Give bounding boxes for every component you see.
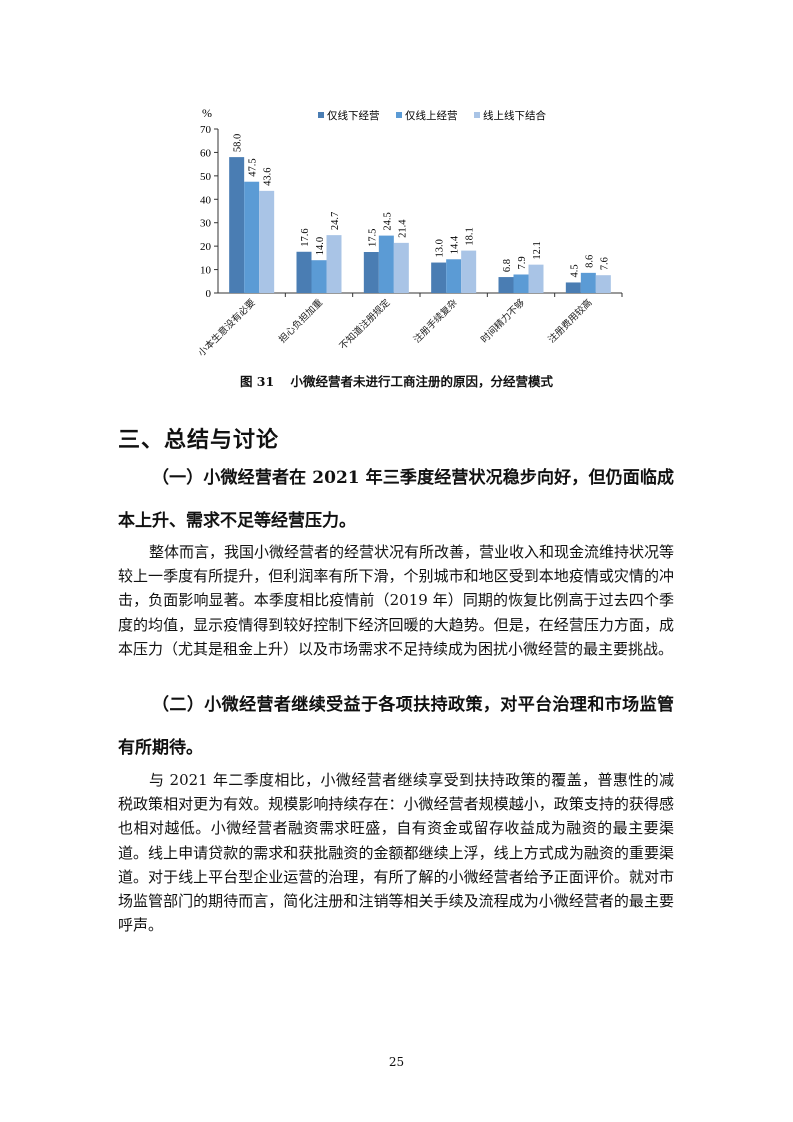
data-label: 4.5 (569, 264, 580, 277)
data-label: 6.8 (502, 259, 513, 272)
bar (431, 262, 447, 293)
figure-number: 图 31 (239, 374, 275, 389)
data-label: 58.0 (233, 134, 244, 152)
bar (461, 250, 477, 293)
data-label: 8.6 (584, 255, 595, 268)
y-tick-label: 40 (200, 194, 212, 206)
subheading-2: （二）小微经营者继续受益于各项扶持政策，对平台治理和市场监管有所期待。 (118, 695, 674, 758)
data-label: 17.5 (367, 229, 378, 247)
bar (296, 251, 312, 293)
subheading-1: （一）小微经营者在 2021 年三季度经营状况稳步向好，但仍面临成本上升、需求不… (118, 468, 674, 531)
bar (580, 272, 596, 293)
data-label: 17.6 (300, 228, 311, 246)
x-tick-label: 不知道注册规定 (337, 296, 393, 352)
bar (311, 260, 327, 293)
bar (513, 274, 529, 293)
legend-label: 线上线下结合 (483, 109, 546, 122)
data-label: 43.6 (263, 167, 274, 185)
bar (528, 264, 544, 293)
bar (393, 242, 409, 293)
paragraph-2: 与 2021 年二季度相比，小微经营者继续享受到扶持政策的覆盖，普惠性的减税政策… (118, 771, 674, 935)
data-label: 21.4 (397, 219, 408, 238)
y-tick-label: 20 (200, 241, 212, 253)
data-label: 7.6 (599, 257, 610, 270)
bar (446, 259, 462, 293)
legend-swatch (474, 112, 480, 118)
data-label: 12.1 (532, 241, 543, 259)
y-tick-label: 60 (200, 147, 212, 159)
x-tick-label: 注册手续复杂 (411, 296, 460, 345)
legend-swatch (396, 112, 402, 118)
legend-swatch (318, 112, 324, 118)
x-tick-label: 注册费用较高 (546, 297, 595, 346)
bar (259, 190, 275, 293)
y-tick-label: 0 (206, 288, 212, 300)
data-label: 24.5 (382, 212, 393, 230)
y-tick-label: 50 (200, 171, 212, 183)
data-label: 18.1 (465, 227, 476, 245)
legend-label: 仅线下经营 (327, 109, 380, 122)
bar-chart: % 0 10 20 30 40 50 60 70 小本生意没有必要 58.0 47.5 43.6 担心负担… (196, 106, 623, 359)
paragraph-1: 整体而言，我国小微经营者的经营状况有所改善，营业收入和现金流维持状况等较上一季度… (118, 543, 675, 658)
data-label: 7.9 (517, 256, 528, 269)
bar (326, 235, 342, 293)
y-tick-label: 30 (200, 218, 212, 230)
bar (229, 157, 245, 293)
y-axis-unit: % (202, 106, 212, 120)
data-label: 13.0 (435, 239, 446, 257)
x-tick-label: 时间精力不够 (478, 296, 527, 345)
section-heading: 三、总结与讨论 (118, 427, 280, 453)
bar (595, 275, 611, 293)
legend-label: 仅线上经营 (405, 109, 458, 122)
figure-title: 小微经营者未进行工商注册的原因，分经营模式 (290, 374, 554, 389)
bar (565, 282, 581, 293)
figure-caption: 图 31 小微经营者未进行工商注册的原因，分经营模式 (0, 371, 793, 390)
data-label: 24.7 (330, 212, 341, 230)
page-number: 25 (388, 1055, 405, 1069)
bar (363, 252, 379, 293)
x-tick-label: 担心负担加重 (276, 296, 325, 345)
x-tick-label: 小本生意没有必要 (196, 297, 258, 359)
data-label: 14.0 (315, 237, 326, 255)
y-tick-label: 10 (200, 265, 212, 277)
bar (498, 277, 514, 293)
data-label: 14.4 (450, 235, 461, 254)
bar (244, 181, 260, 293)
bar (378, 235, 394, 293)
y-tick-label: 70 (200, 124, 212, 136)
data-label: 47.5 (248, 158, 259, 176)
